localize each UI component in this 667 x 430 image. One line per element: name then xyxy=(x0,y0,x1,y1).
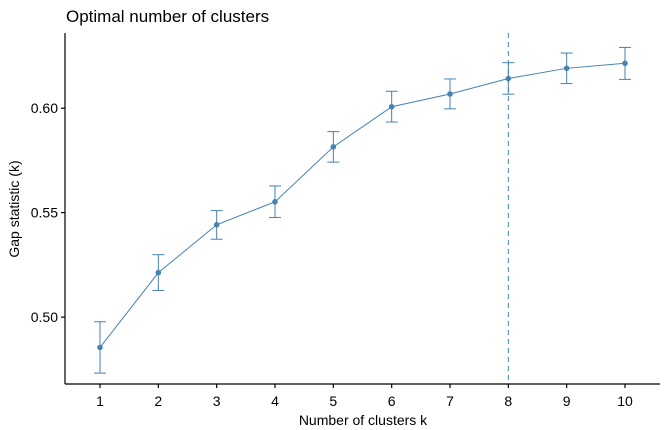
data-point xyxy=(213,221,220,228)
error-bars xyxy=(94,46,631,374)
x-axis-title: Number of clusters k xyxy=(299,412,428,428)
chart-title: Optimal number of clusters xyxy=(66,7,269,26)
y-tick-label: 0.60 xyxy=(31,100,58,116)
data-point xyxy=(447,91,453,97)
x-tick-label: 7 xyxy=(446,393,454,409)
data-point xyxy=(563,65,570,72)
x-tick-label: 5 xyxy=(329,393,337,409)
y-tick-label: 0.55 xyxy=(31,205,58,221)
y-tick-label: 0.50 xyxy=(31,309,58,325)
x-tick-label: 3 xyxy=(213,393,221,409)
data-point xyxy=(272,199,278,205)
data-point xyxy=(622,60,628,67)
x-tick-label: 4 xyxy=(271,393,279,409)
y-axis-title: Gap statistic (k) xyxy=(6,160,22,257)
x-tick-label: 6 xyxy=(388,393,396,409)
data-point xyxy=(388,103,395,110)
x-tick-label: 9 xyxy=(563,393,571,409)
x-tick-label: 8 xyxy=(504,393,512,409)
data-point xyxy=(97,344,103,351)
data-points xyxy=(97,60,628,351)
x-tick-label: 2 xyxy=(154,393,162,409)
data-point xyxy=(330,144,337,150)
x-axis-ticks: 1 2 3 4 5 6 7 8 9 10 xyxy=(96,384,633,409)
data-point xyxy=(505,75,512,82)
series-line xyxy=(99,62,626,348)
data-point xyxy=(155,269,162,276)
x-tick-label: 1 xyxy=(96,393,104,409)
y-axis-ticks: 0.50 0.55 0.60 xyxy=(31,100,65,325)
x-tick-label: 10 xyxy=(617,393,633,409)
